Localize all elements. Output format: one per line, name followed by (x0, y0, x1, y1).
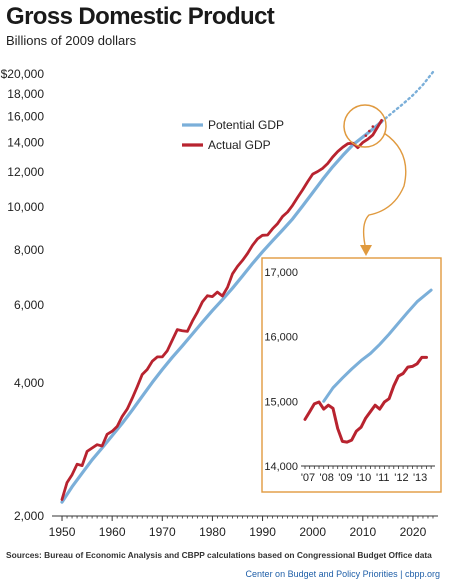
legend: Potential GDP Actual GDP (176, 113, 286, 155)
credit-line: Center on Budget and Policy Priorities |… (245, 569, 440, 579)
inset-actual-gdp-line (303, 355, 428, 444)
x-tick-label: 2010 (349, 525, 376, 539)
y-tick-label: 8,000 (14, 243, 44, 257)
y-tick-label: 18,000 (7, 87, 44, 101)
inset-x-tick-label: '12 (394, 472, 408, 484)
inset-y-tick-label: 16,000 (264, 332, 298, 344)
y-tick-label: $20,000 (1, 67, 45, 81)
highlight-circle (343, 104, 387, 148)
actual-gdp-line (60, 119, 383, 501)
potential-gdp-projection-line (380, 70, 435, 123)
chart-subtitle: Billions of 2009 dollars (6, 33, 137, 48)
source-note: Sources: Bureau of Economic Analysis and… (6, 550, 432, 560)
x-tick-label: 2000 (299, 525, 326, 539)
inset-x-tick-label: '13 (413, 472, 427, 484)
connector-curve (362, 132, 407, 251)
x-tick-label: 1970 (149, 525, 176, 539)
y-tick-label: 14,000 (7, 135, 44, 149)
inset-x-tick-label: '08 (320, 472, 334, 484)
x-tick-label: 1960 (99, 525, 126, 539)
x-tick-label: 1980 (199, 525, 226, 539)
y-tick-label: 16,000 (7, 110, 44, 124)
legend-label-potential: Potential GDP (208, 118, 284, 132)
inset-x-tick-label: '07 (301, 472, 315, 484)
legend-box (176, 113, 286, 155)
inset-potential-gdp-line (322, 288, 433, 403)
actual-gdp-gap-dot (371, 125, 375, 128)
x-tick-label: 1950 (49, 525, 76, 539)
actual-gdp-gap-dot (364, 134, 368, 137)
inset-x-tick-label: '10 (357, 472, 371, 484)
y-tick-label: 4,000 (14, 376, 44, 390)
inset-x-tick-label: '11 (376, 472, 390, 484)
x-tick-label: 1990 (249, 525, 276, 539)
x-tick-label: 2020 (400, 525, 427, 539)
inset-y-tick-label: 14,000 (264, 461, 298, 473)
y-tick-label: 12,000 (7, 165, 44, 179)
y-tick-label: 6,000 (14, 298, 44, 312)
inset-frame (261, 257, 442, 493)
connector-arrowhead (360, 245, 372, 256)
inset-x-tick-label: '09 (338, 472, 352, 484)
actual-gdp-gap-dot (368, 129, 371, 133)
chart-title: Gross Domestic Product (6, 3, 275, 30)
y-tick-label: 10,000 (7, 200, 44, 214)
legend-label-actual: Actual GDP (208, 138, 271, 152)
inset-y-tick-label: 17,000 (264, 267, 298, 279)
inset-y-tick-label: 15,000 (264, 396, 298, 408)
potential-gdp-line (60, 120, 384, 504)
y-tick-label: 2,000 (14, 509, 44, 523)
